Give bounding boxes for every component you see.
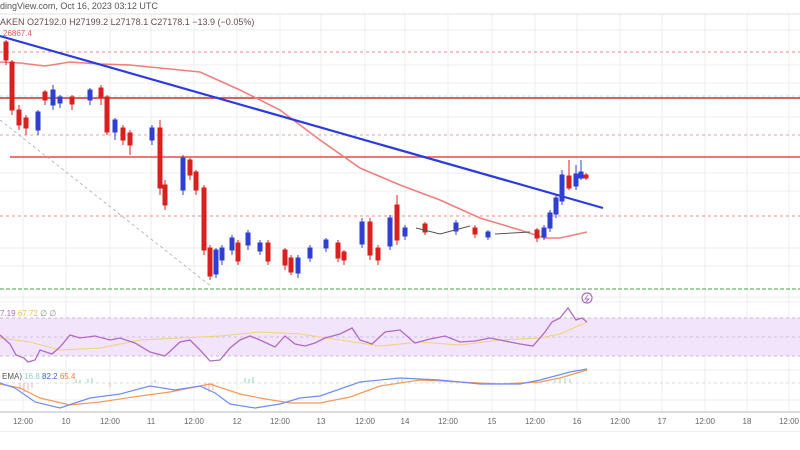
rsi-line [0,306,588,363]
bottom-divider [0,431,800,432]
x-tick: 13 [316,417,326,426]
rsi-ma-value: 67.72 [17,309,38,318]
x-axis: 12:00 10 12:00 11 12:00 12 12:00 13 12:0… [0,417,800,431]
high-value: H27199.2 [69,17,109,27]
x-tick: 10 [61,417,71,426]
x-tick: 17 [657,417,667,426]
x-tick: 18 [742,417,752,426]
x-tick: 16 [572,417,582,426]
ema-value-1: 16.8 [24,372,40,381]
x-tick: 12:00 [778,417,800,426]
ohlc-readout: AKEN O27192.0 H27199.2 L27178.1 C27178.1… [0,17,254,27]
ema-value-3: 65.4 [59,372,76,381]
close-value: C27178.1 [150,17,190,27]
macd-legend: EMA) 16.8 82.2 65.4 [2,372,75,381]
x-tick: 12:00 [12,417,34,426]
ema-value-2: 82.2 [42,372,58,381]
macd-line [0,368,588,409]
x-tick: 15 [487,417,497,426]
x-tick: 12:00 [694,417,716,426]
moving-average-line [0,61,588,239]
x-tick: 12:00 [354,417,376,426]
trendline [0,34,604,210]
x-tick: 12:00 [99,417,121,426]
x-tick: 12:00 [269,417,291,426]
x-tick: 12:00 [183,417,205,426]
open-value: O27192.0 [27,17,67,27]
change-value: −13.9 (−0.05%) [192,17,255,27]
x-tick: 12 [232,417,242,426]
symbol: AKEN [0,17,25,27]
x-tick: 14 [400,417,410,426]
x-tick: 11 [146,417,156,426]
candles [3,40,589,280]
low-value: L27178.1 [110,17,149,27]
ema-label: EMA) [2,372,22,381]
alert-icon [581,292,593,304]
low-marker-label: 26867.4 [3,29,32,38]
rsi-ma-line [0,321,588,351]
x-tick: 12:00 [609,417,631,426]
x-tick: 12:00 [437,417,459,426]
x-tick: 12:00 [524,417,546,426]
rsi-extra: ∅ ∅ [40,309,57,318]
rsi-legend: 7.19 67.72 ∅ ∅ [0,309,56,318]
chart-source-header: dingView.com, Oct 16, 2023 03:12 UTC [0,1,158,11]
rsi-value: 7.19 [0,309,16,318]
